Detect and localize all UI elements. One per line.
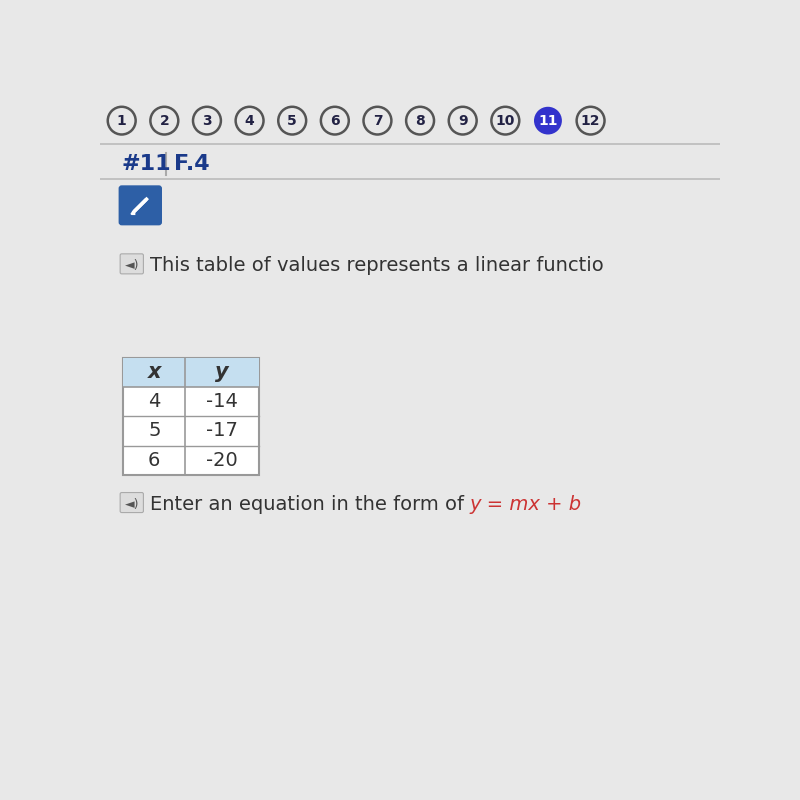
Text: Enter an equation in the form of: Enter an equation in the form of	[150, 494, 470, 514]
Text: 11: 11	[538, 114, 558, 128]
Text: -20: -20	[206, 450, 238, 470]
Text: 5: 5	[148, 422, 161, 441]
Text: x: x	[147, 362, 161, 382]
Circle shape	[577, 106, 605, 134]
FancyBboxPatch shape	[120, 254, 143, 274]
Circle shape	[278, 106, 306, 134]
FancyBboxPatch shape	[118, 186, 162, 226]
Text: 6: 6	[330, 114, 340, 128]
Text: ◄): ◄)	[125, 259, 139, 272]
Text: ◄): ◄)	[125, 498, 139, 510]
Text: y: y	[215, 362, 229, 382]
Text: 4: 4	[245, 114, 254, 128]
FancyBboxPatch shape	[123, 358, 259, 387]
Circle shape	[193, 106, 221, 134]
Text: 4: 4	[148, 392, 161, 411]
Text: This table of values represents a linear functio: This table of values represents a linear…	[150, 256, 603, 275]
FancyBboxPatch shape	[123, 358, 259, 475]
Text: 12: 12	[581, 114, 600, 128]
Text: 9: 9	[458, 114, 467, 128]
Circle shape	[406, 106, 434, 134]
Circle shape	[363, 106, 391, 134]
Text: Enter an equation in the form of: Enter an equation in the form of	[150, 494, 470, 514]
Circle shape	[150, 106, 178, 134]
Text: 1: 1	[117, 114, 126, 128]
Text: #11: #11	[122, 154, 171, 174]
Text: y = mx + b: y = mx + b	[470, 494, 582, 514]
Circle shape	[534, 106, 562, 134]
Circle shape	[236, 106, 263, 134]
Text: 3: 3	[202, 114, 212, 128]
Text: 8: 8	[415, 114, 425, 128]
Text: -14: -14	[206, 392, 238, 411]
Circle shape	[449, 106, 477, 134]
Text: F.4: F.4	[174, 154, 210, 174]
Text: 10: 10	[496, 114, 515, 128]
Text: 5: 5	[287, 114, 297, 128]
Text: 7: 7	[373, 114, 382, 128]
Circle shape	[491, 106, 519, 134]
Text: 6: 6	[148, 450, 161, 470]
Text: -17: -17	[206, 422, 238, 441]
Circle shape	[108, 106, 136, 134]
Text: 2: 2	[159, 114, 170, 128]
Circle shape	[321, 106, 349, 134]
FancyBboxPatch shape	[120, 493, 143, 513]
